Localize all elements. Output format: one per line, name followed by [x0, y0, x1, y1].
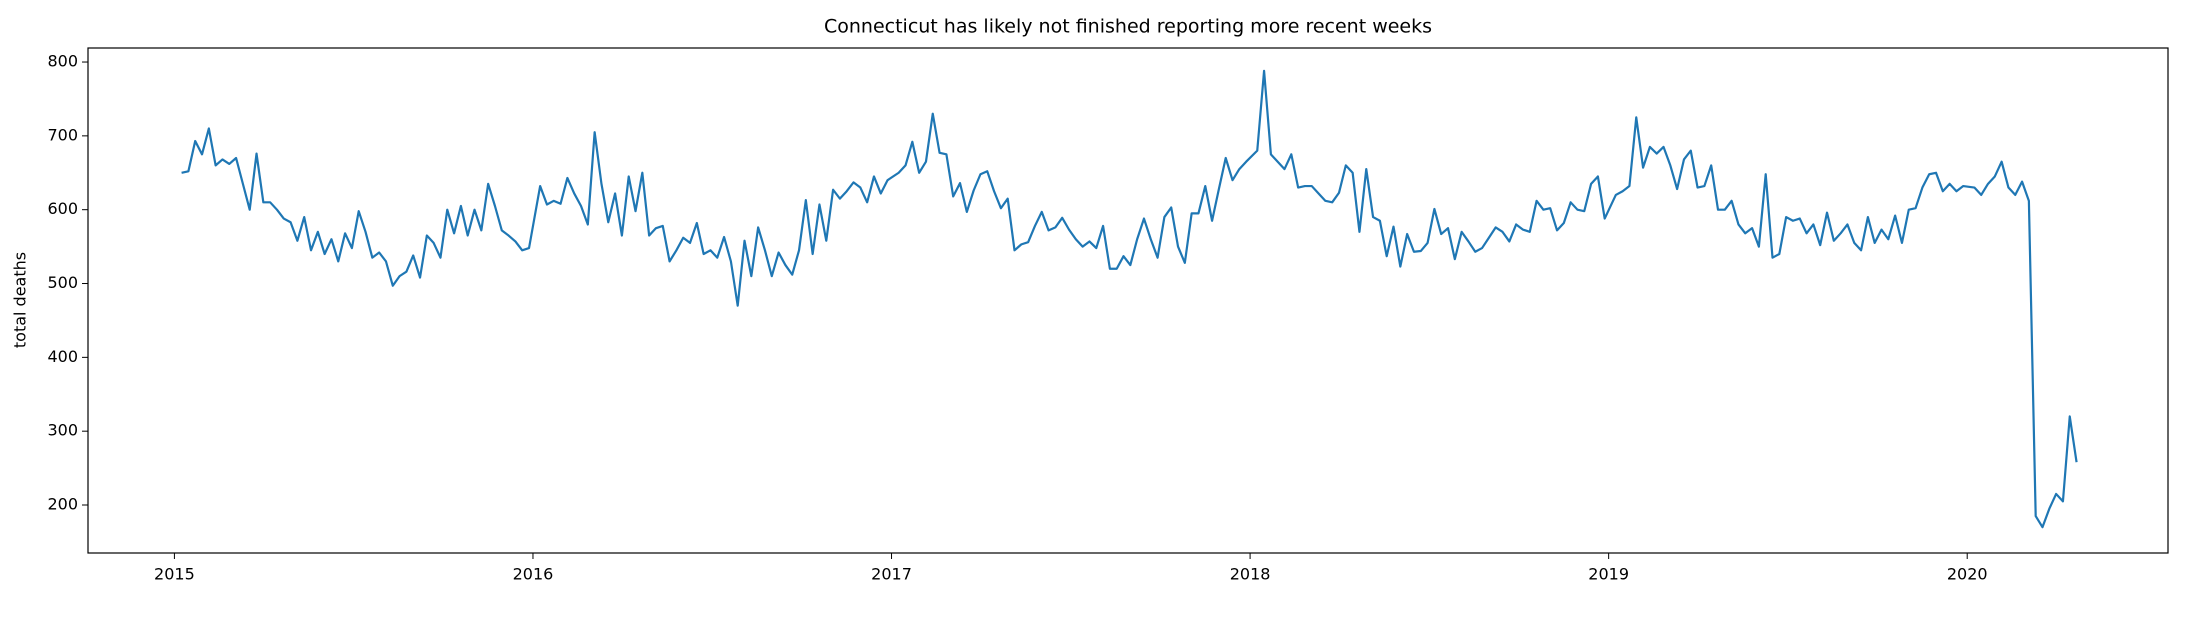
plot-frame: [87, 47, 2169, 554]
y-tick-label: 600: [47, 199, 78, 218]
y-tick-label: 800: [47, 52, 78, 71]
y-tick-label: 300: [47, 421, 78, 440]
y-tick-label: 700: [47, 125, 78, 144]
x-tick-label: 2015: [154, 565, 195, 584]
x-tick-label: 2019: [1588, 565, 1629, 584]
data-line: [181, 69, 2078, 529]
chart-title: Connecticut has likely not finished repo…: [824, 16, 1432, 38]
x-tick-label: 2018: [1230, 565, 1271, 584]
y-axis-label: total deaths: [11, 252, 30, 348]
y-tick-label: 500: [47, 273, 78, 292]
x-tick-label: 2020: [1947, 565, 1988, 584]
y-tick-label: 400: [47, 347, 78, 366]
x-tick-label: 2016: [513, 565, 554, 584]
y-tick-label: 200: [47, 495, 78, 514]
x-tick-label: 2017: [871, 565, 912, 584]
